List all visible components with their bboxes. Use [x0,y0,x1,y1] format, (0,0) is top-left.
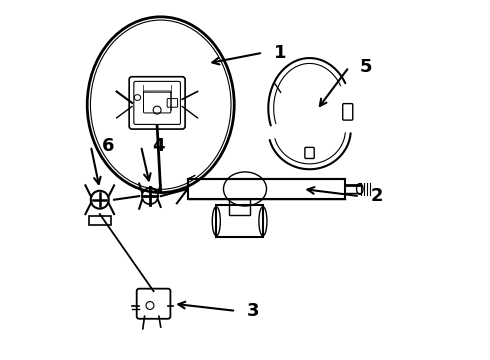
Text: 2: 2 [370,187,383,205]
Text: 6: 6 [101,137,114,155]
Text: 3: 3 [247,302,259,320]
Text: 1: 1 [274,44,286,62]
Text: 5: 5 [360,58,372,76]
Bar [188,179,345,199]
Text: 4: 4 [152,137,164,155]
Bar [89,216,111,225]
Bar [216,205,263,237]
Bar [229,199,250,215]
